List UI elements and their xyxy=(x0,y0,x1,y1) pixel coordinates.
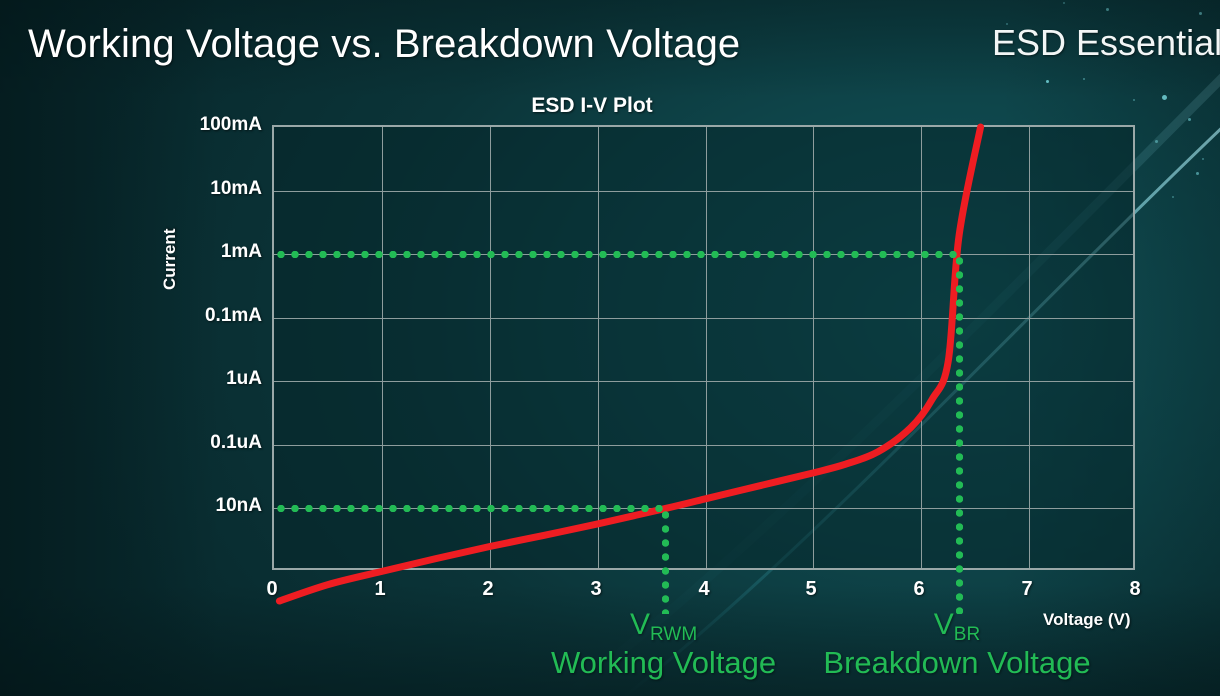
x-tick-label: 1 xyxy=(374,578,386,600)
guide-horizontal-vbr xyxy=(274,250,959,258)
x-tick-label: 0 xyxy=(266,578,278,600)
gridline-horizontal xyxy=(274,445,1133,446)
x-tick-label: 5 xyxy=(805,578,817,600)
x-axis-title: Voltage (V) xyxy=(1043,610,1131,629)
gridline-vertical xyxy=(1029,127,1030,568)
slide-title: Working Voltage vs. Breakdown Voltage xyxy=(28,22,741,66)
gridline-vertical xyxy=(382,127,383,568)
gridline-vertical xyxy=(706,127,707,568)
gridline-horizontal xyxy=(274,381,1133,382)
annotation-label-vrwm: VRWM xyxy=(630,608,698,645)
y-tick-label: 0.1mA xyxy=(204,305,262,326)
x-tick-label: 3 xyxy=(590,578,602,600)
y-axis-tick-labels: 100mA 10mA 1mA 0.1mA 1uA 0.1uA 10nA xyxy=(100,114,262,570)
plot-area xyxy=(272,123,1135,614)
annotation-subscript-vbr: BR xyxy=(953,624,981,645)
gridline-horizontal xyxy=(274,191,1133,192)
chart-title: ESD I-V Plot xyxy=(0,94,1220,118)
guide-vertical-vrwm xyxy=(662,508,670,614)
brand-title: ESD Essential xyxy=(992,22,1220,63)
gridline-vertical xyxy=(490,127,491,568)
x-tick-label: 4 xyxy=(698,578,710,600)
gridline-vertical xyxy=(813,127,814,568)
x-axis-tick-labels: 0 1 2 3 4 5 6 7 8 xyxy=(266,578,1140,606)
annotation-label-vbr: VBR xyxy=(933,608,981,645)
gridline-horizontal xyxy=(274,508,1133,509)
y-tick-label: 1uA xyxy=(226,368,262,389)
y-tick-label: 10mA xyxy=(210,178,262,199)
annotation-caption-vrwm: Working Voltage xyxy=(550,645,777,680)
gridline-vertical xyxy=(921,127,922,568)
y-tick-label: 100mA xyxy=(199,114,262,135)
x-tick-label: 7 xyxy=(1021,578,1033,600)
iv-curve xyxy=(275,123,985,605)
y-tick-label: 1mA xyxy=(220,241,262,262)
annotation-caption-vbr: Breakdown Voltage xyxy=(823,645,1091,680)
x-tick-label: 6 xyxy=(913,578,925,600)
y-tick-label: 10nA xyxy=(215,495,262,516)
gridline-vertical xyxy=(598,127,599,568)
annotation-subscript-vrwm: RWM xyxy=(650,624,698,645)
guide-vertical-vbr xyxy=(955,254,963,614)
x-tick-label: 8 xyxy=(1129,578,1141,600)
annotation-symbol-vrwm: V xyxy=(630,608,651,641)
annotation-symbol-vbr: V xyxy=(933,608,954,641)
chart-title-text: ESD I-V Plot xyxy=(531,94,653,117)
x-tick-label: 2 xyxy=(482,578,494,600)
y-tick-label: 0.1uA xyxy=(210,432,262,453)
gridline-horizontal xyxy=(274,318,1133,319)
guide-horizontal-vrwm xyxy=(274,504,666,512)
